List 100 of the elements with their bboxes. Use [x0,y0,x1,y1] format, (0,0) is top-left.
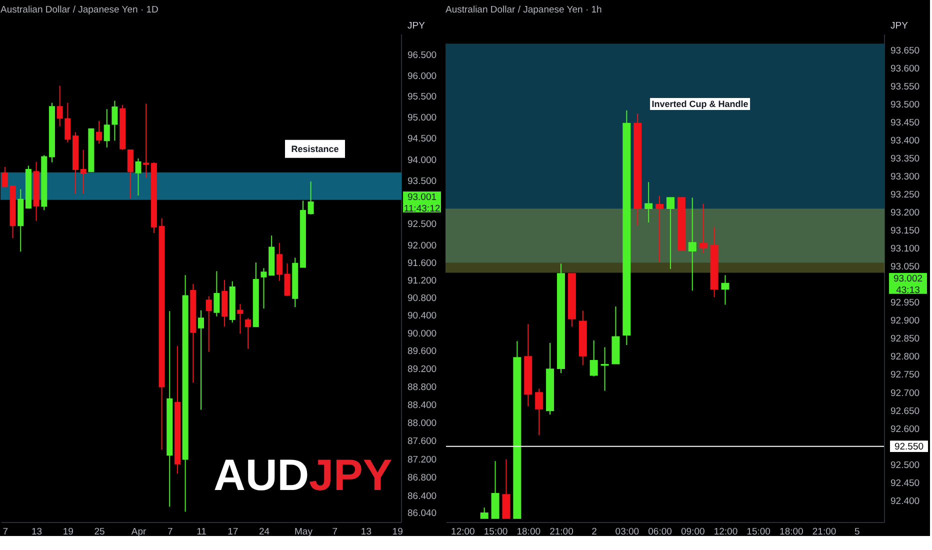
y-tick-label: 93.500 [408,176,437,188]
x-tick-label: 7 [2,526,8,538]
y-axis-title: JPY [890,20,909,32]
y-tick-label: 92.650 [890,406,920,417]
y-tick-label: 93.400 [890,135,920,146]
x-tick-label: 21:00 [812,526,836,538]
text: 93.001 11:43:12 [404,192,440,214]
y-tick-label: 93.550 [890,81,920,92]
y-tick-label: 93.450 [890,117,920,128]
y-tick-label: 88.000 [408,418,437,429]
y-tick-label: 92.700 [890,388,920,399]
x-tick-label: 13 [32,526,42,538]
x-tick-label: 03:00 [615,526,640,538]
candlestick [245,318,252,350]
x-tick-label: 7 [332,526,338,538]
x-tick-label: 7 [167,526,173,538]
y-tick-label: 93.500 [890,99,920,110]
y-tick-label: 89.600 [408,346,437,358]
y-tick-label: 92.500 [890,460,920,471]
text: 93.002 43:13 [893,273,923,296]
y-tick-label: 88.400 [408,400,437,411]
candlestick [127,149,134,200]
candlestick [2,166,8,188]
y-tick-label: 92.850 [890,334,920,345]
y-tick-label: 92.750 [890,370,920,381]
candlestick [135,158,142,196]
y-tick-label: 93.150 [890,226,920,237]
y-tick-label: 92.800 [890,352,920,363]
x-tick-label: 25 [94,526,105,538]
y-tick-label: 91.200 [408,275,437,286]
annotation: AUD [214,451,309,500]
candlestick [276,242,282,282]
candlestick [198,310,204,410]
ref-line-label: 92.550 [894,441,924,452]
y-tick-label: 90.000 [408,328,437,340]
x-tick-label: 5 [854,526,860,538]
candlestick [600,346,609,392]
y-tick-label: 96.500 [408,50,437,62]
candlestick [112,100,118,142]
x-tick-label: 12:00 [714,526,738,538]
x-tick-label: 24 [258,526,270,538]
y-tick-label: 93.300 [890,172,920,183]
candlestick [644,182,653,223]
x-tick-label: 18:00 [516,526,541,538]
y-tick-label: 94.500 [408,134,437,145]
y-tick-label: 87.200 [408,454,437,466]
y-tick-label: 92.400 [890,496,920,507]
x-tick-label: 09:00 [680,526,705,538]
candlestick [284,262,290,297]
y-tick-label: 93.600 [890,63,920,74]
y-tick-label: 95.500 [408,92,437,103]
candlestick [64,102,71,143]
y-tick-label: 92.600 [890,424,920,435]
band-label: Resistance [291,144,339,154]
y-tick-label: 92.500 [408,218,437,230]
y-tick-label: 89.200 [408,364,437,375]
x-tick-label: 17 [228,526,238,538]
x-tick-label: 06:00 [648,526,672,538]
candlestick [206,296,212,352]
y-tick-label: 92.900 [890,316,920,327]
candlestick [590,340,598,377]
x-tick-label: 15:00 [484,526,508,538]
y-tick-label: 96.000 [408,70,437,82]
x-tick-label: 12:00 [451,526,475,538]
candlestick [237,304,244,334]
x-tick-label: 2 [592,526,597,538]
x-tick-label: 18:00 [780,526,804,538]
y-tick-label: 93.200 [890,208,920,219]
y-tick-label: 95.000 [408,112,437,124]
x-tick-label: 19 [392,526,403,538]
candlestick [480,507,488,519]
chart-title: Australian Dollar / Japanese Yen · 1D [0,4,159,16]
candlestick [666,197,674,270]
y-tick-label: 93.100 [890,244,920,255]
y-tick-label: 86.400 [408,491,437,502]
y-tick-label: 86.040 [408,508,437,519]
candlestick [502,458,510,519]
annotation: Inverted Cup & Handle [652,99,748,109]
y-axis-title: JPY [408,20,426,32]
candlestick [688,197,696,292]
candlestick [104,108,110,148]
y-tick-label: 93.050 [890,262,920,273]
y-tick-label: 88.800 [408,382,437,393]
y-tick-label: 87.600 [408,436,437,448]
x-tick-label: 13 [360,526,372,538]
y-tick-label: 86.800 [408,472,437,484]
y-tick-label: 90.400 [408,310,437,322]
candlestick [721,274,730,306]
y-tick-label: 92.450 [890,478,920,489]
candlestick [143,103,150,179]
y-tick-label: 91.600 [408,258,437,269]
x-tick-label: 19 [62,526,74,538]
y-tick-label: 93.350 [890,153,920,164]
x-tick-label: 15:00 [746,526,770,538]
y-tick-label: 94.000 [408,154,437,166]
y-tick-label: 92.950 [890,298,920,309]
x-tick-label: 11 [196,526,206,538]
candlestick [214,270,220,317]
y-tick-label: 93.250 [890,190,920,201]
candlestick [535,388,544,436]
